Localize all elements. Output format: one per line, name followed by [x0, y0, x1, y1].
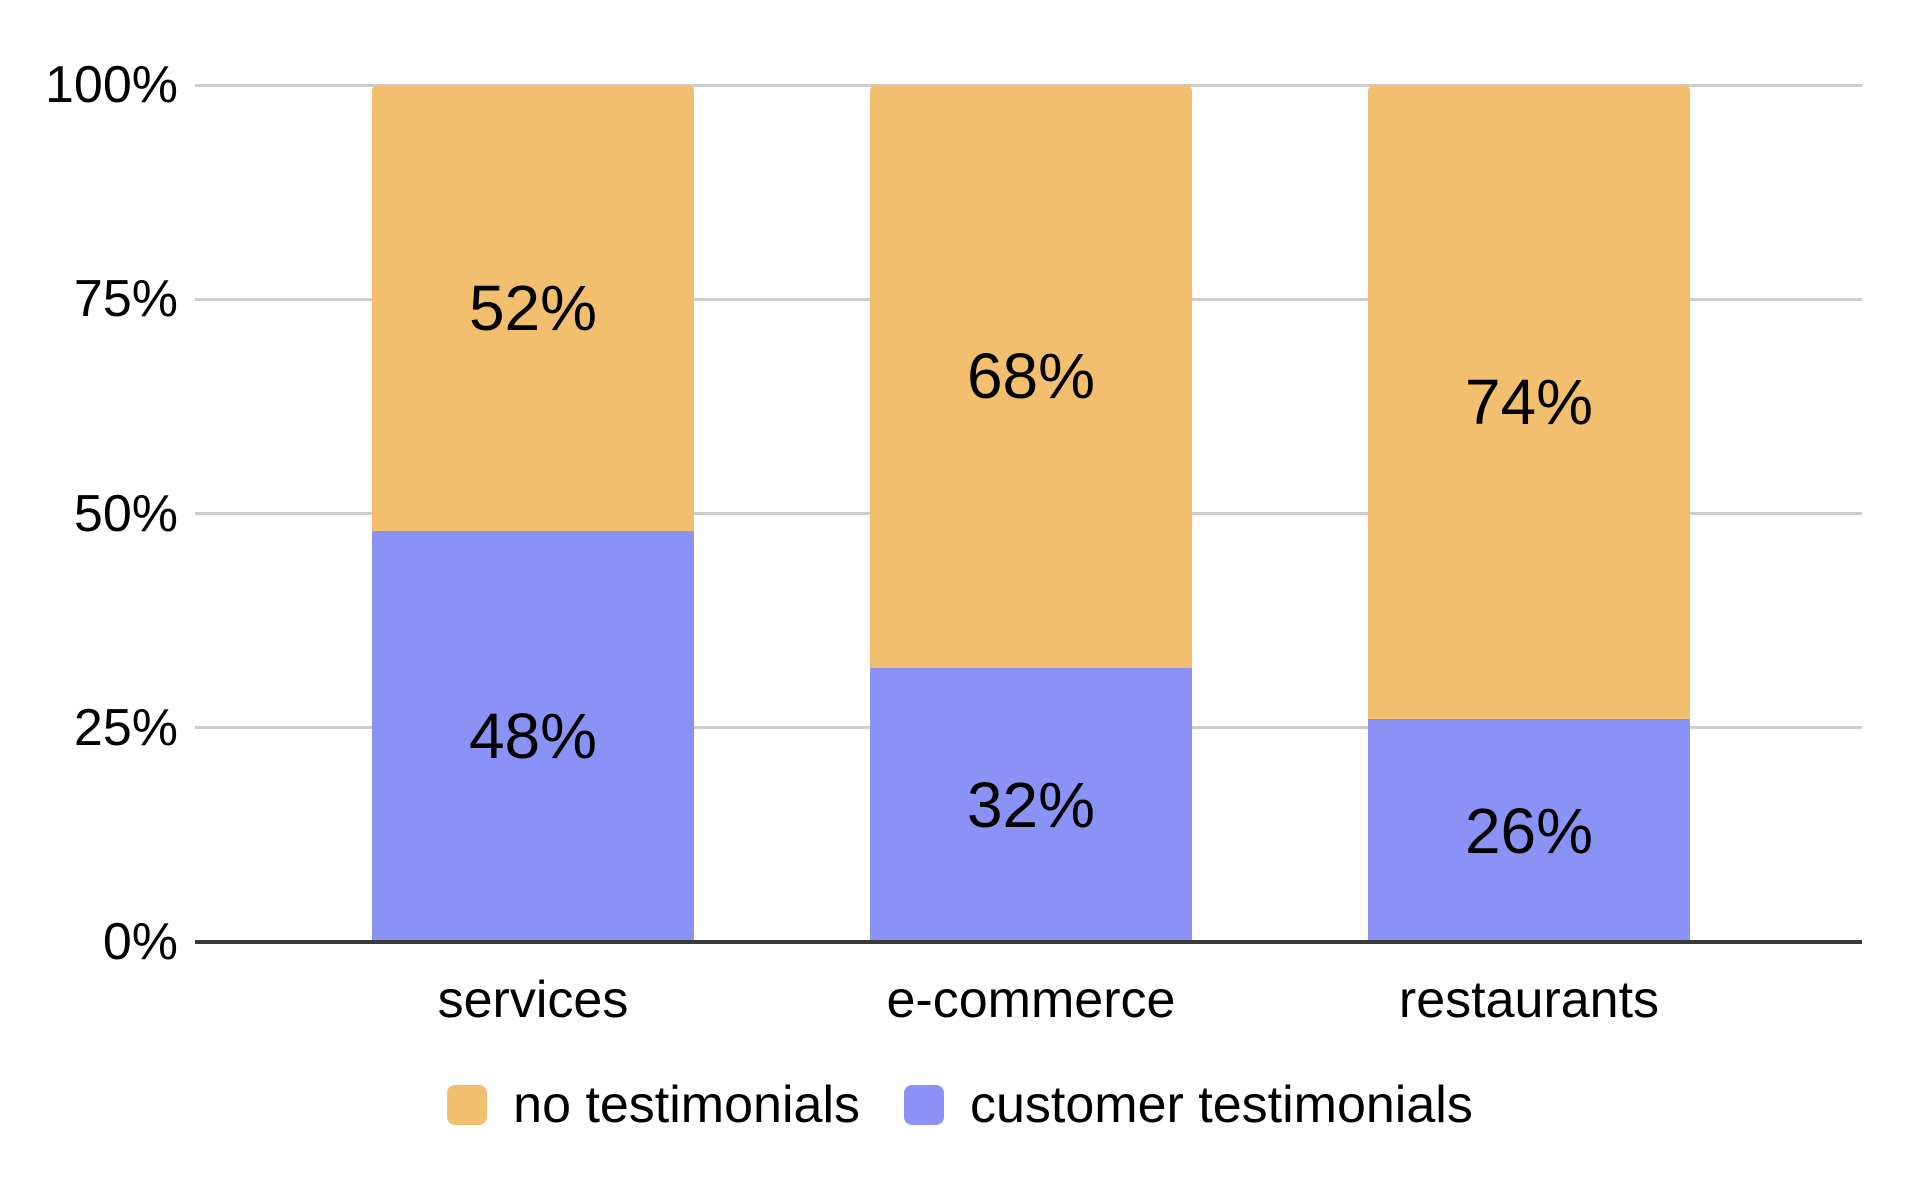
- bar-segment-customer-testimonials: 32%: [870, 667, 1192, 942]
- data-label: 32%: [966, 768, 1096, 841]
- y-tick-label: 0%: [102, 913, 178, 971]
- legend-item-customer-testimonials: customer testimonials: [904, 1077, 1473, 1133]
- data-label: 48%: [468, 700, 598, 773]
- bar-e-commerce: 68% 32%: [870, 85, 1192, 942]
- y-tick-label: 50%: [73, 484, 178, 543]
- bar-services: 52% 48%: [372, 85, 694, 942]
- legend-label: no testimonials: [513, 1076, 860, 1134]
- bar-restaurants: 74% 26%: [1368, 85, 1690, 942]
- chart-legend: no testimonials customer testimonials: [0, 1077, 1920, 1133]
- data-label: 52%: [468, 271, 598, 344]
- bar-segment-customer-testimonials: 48%: [372, 530, 694, 942]
- bar-segment-no-testimonials: 68%: [870, 85, 1192, 668]
- bar-segment-customer-testimonials: 26%: [1368, 719, 1690, 942]
- data-label: 26%: [1464, 794, 1594, 867]
- y-tick-label: 25%: [73, 698, 178, 757]
- x-axis-line: [195, 940, 1862, 944]
- legend-swatch: [904, 1085, 944, 1125]
- legend-item-no-testimonials: no testimonials: [447, 1077, 860, 1133]
- category-label: restaurants: [1398, 971, 1660, 1029]
- data-label: 74%: [1464, 366, 1594, 439]
- legend-swatch: [447, 1085, 488, 1125]
- bar-segment-no-testimonials: 52%: [372, 85, 694, 531]
- category-label: services: [437, 971, 629, 1029]
- y-tick-label: 100%: [45, 56, 178, 114]
- bar-segment-no-testimonials: 74%: [1368, 85, 1690, 720]
- legend-label: customer testimonials: [970, 1076, 1473, 1134]
- category-label: e-commerce: [886, 971, 1176, 1029]
- data-label: 68%: [966, 340, 1096, 413]
- y-tick-label: 75%: [73, 270, 178, 329]
